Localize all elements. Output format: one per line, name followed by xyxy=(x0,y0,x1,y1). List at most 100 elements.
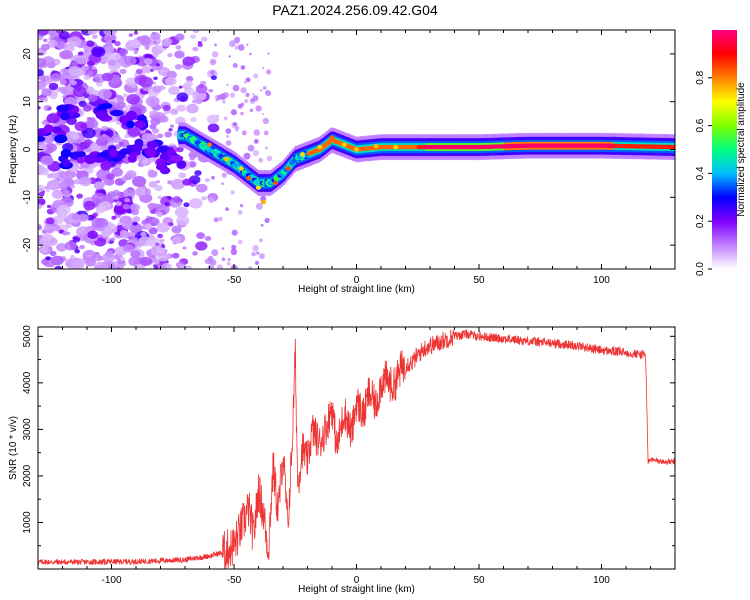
noise-blob xyxy=(255,105,262,112)
noise-blob xyxy=(235,126,240,131)
noise-blob xyxy=(249,108,254,113)
noise-blob xyxy=(166,70,177,79)
noise-blob xyxy=(178,172,187,179)
colorbar-label: Normalized spectral amplitude xyxy=(736,82,747,217)
noise-blob xyxy=(54,265,63,269)
noise-blob xyxy=(165,77,177,86)
noise-blob xyxy=(71,213,81,221)
ridge-hotspot xyxy=(238,166,244,171)
noise-blob xyxy=(176,104,186,112)
noise-blob xyxy=(38,129,46,137)
noise-blob xyxy=(95,110,109,120)
noise-blob xyxy=(115,201,123,207)
noise-blob xyxy=(240,102,245,107)
snr-line xyxy=(38,329,675,569)
noise-blob xyxy=(132,216,141,223)
x-tick-label: 0 xyxy=(354,275,360,286)
noise-blob xyxy=(164,131,173,138)
noise-blob xyxy=(47,173,54,179)
noise-blob xyxy=(152,128,160,134)
ridge-hotspot xyxy=(300,152,306,157)
noise-blob xyxy=(111,215,117,220)
noise-blob xyxy=(209,259,217,266)
noise-blob xyxy=(120,176,128,182)
noise-blob xyxy=(152,52,159,58)
noise-blob xyxy=(109,109,124,117)
noise-blob xyxy=(138,76,154,88)
noise-blob xyxy=(152,40,158,44)
noise-blob xyxy=(192,30,200,34)
noise-blob xyxy=(101,72,113,82)
noise-blob xyxy=(258,157,264,163)
noise-blob xyxy=(59,50,71,60)
snr-panel: -100 -50 0 50 100 1000 2000 3000 4000 5000 Height … xyxy=(8,325,676,595)
noise-blob xyxy=(135,48,139,51)
noise-blob xyxy=(155,63,160,67)
noise-blob xyxy=(213,217,219,223)
noise-blob xyxy=(164,202,170,206)
noise-blob xyxy=(43,38,48,43)
ridge-hotspot xyxy=(256,185,261,190)
noise-blob xyxy=(170,178,185,190)
noise-blob xyxy=(126,110,137,121)
noise-blob xyxy=(91,192,106,204)
noise-blob xyxy=(83,74,91,81)
noise-blob xyxy=(189,34,197,40)
colorbar-gradient xyxy=(712,30,737,269)
noise-blob xyxy=(68,36,82,47)
noise-blob xyxy=(162,38,173,46)
noise-blob xyxy=(134,120,147,129)
noise-blob xyxy=(241,130,247,136)
noise-blob xyxy=(111,167,123,177)
noise-blob xyxy=(252,150,260,157)
noise-blob xyxy=(209,58,217,66)
noise-blob xyxy=(243,80,248,84)
noise-blob xyxy=(129,39,142,49)
noise-blob xyxy=(208,196,215,203)
noise-blob xyxy=(107,59,117,66)
noise-blob xyxy=(119,256,126,261)
noise-blob xyxy=(205,178,210,182)
y-tick-label: 3000 xyxy=(22,418,33,441)
noise-blob xyxy=(47,106,52,111)
noise-blob xyxy=(260,89,263,92)
y-tick-label: 10 xyxy=(22,96,33,108)
noise-blob xyxy=(244,98,249,104)
noise-blob xyxy=(168,86,180,95)
noise-blob xyxy=(182,56,195,66)
noise-blob xyxy=(252,93,255,96)
noise-blob xyxy=(245,92,250,98)
noise-blob xyxy=(255,202,263,210)
noise-blob xyxy=(175,33,185,41)
noise-blob xyxy=(94,261,109,269)
noise-blob xyxy=(156,145,170,154)
noise-blob xyxy=(100,161,112,171)
noise-blob xyxy=(195,84,208,94)
y-tick-label: 4000 xyxy=(22,371,33,394)
noise-blob xyxy=(139,256,153,266)
noise-blob xyxy=(105,250,114,258)
noise-blob xyxy=(59,79,67,86)
noise-blob xyxy=(240,111,244,116)
noise-blob xyxy=(52,215,64,225)
noise-blob xyxy=(150,117,161,126)
noise-blob xyxy=(43,241,51,247)
noise-blob xyxy=(38,203,42,209)
noise-blob xyxy=(216,264,223,269)
noise-blob xyxy=(72,236,77,240)
noise-blob xyxy=(109,149,118,158)
noise-blob xyxy=(167,196,172,200)
noise-blob xyxy=(221,247,225,250)
noise-blob xyxy=(225,207,230,212)
noise-blob xyxy=(253,129,260,136)
noise-blob xyxy=(41,88,53,97)
noise-blob xyxy=(201,196,207,201)
noise-blob xyxy=(58,30,70,40)
noise-blob xyxy=(265,90,272,97)
noise-blob xyxy=(192,251,198,256)
noise-blob xyxy=(176,160,187,169)
noise-blob xyxy=(150,209,156,214)
noise-blob xyxy=(42,233,53,242)
noise-blob xyxy=(229,40,236,48)
noise-blob xyxy=(118,142,124,146)
